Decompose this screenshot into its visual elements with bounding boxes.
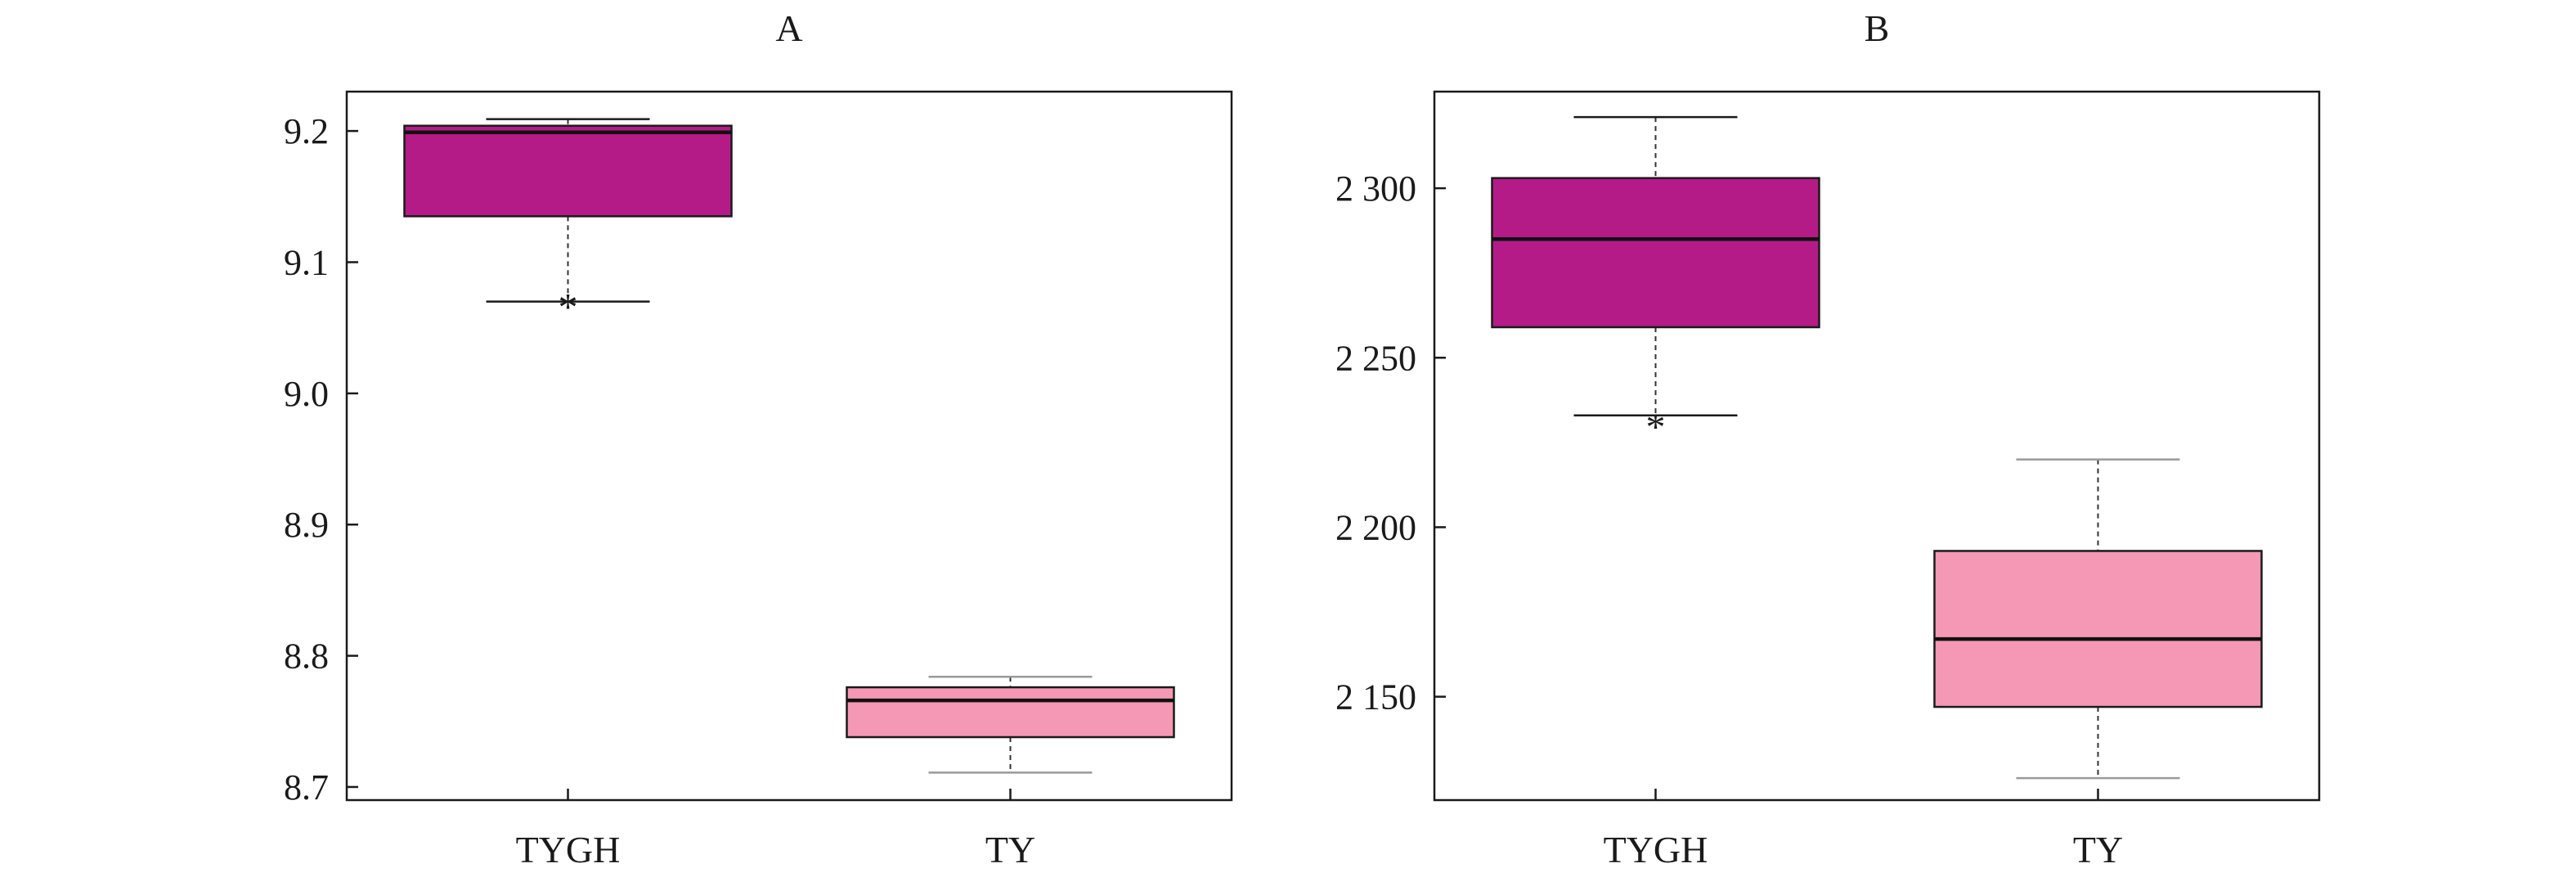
- y-tick-label: 8.7: [284, 767, 329, 807]
- plot-frame: [345, 90, 1233, 802]
- box-ty: [1933, 458, 2263, 780]
- box-iqr: [403, 124, 733, 218]
- y-tick-label: 8.9: [284, 505, 329, 545]
- box-ty: [846, 676, 1175, 774]
- outlier-marker: *: [559, 286, 578, 329]
- box-iqr: [846, 686, 1175, 739]
- chart-panel-a: A 9.2 9.1 9.0 8.9 8.8 8.7 TYGH TY *: [284, 7, 1233, 870]
- x-tick-label: TY: [2073, 829, 2123, 870]
- chart-panel-b: B 2 300 2 250 2 200 2 150 TYGH TY *: [1335, 7, 2321, 870]
- plot-frame: [1433, 90, 2321, 802]
- x-tick-label: TYGH: [516, 829, 621, 870]
- outlier-marker: *: [1646, 406, 1666, 449]
- y-tick-label: 2 200: [1335, 507, 1416, 547]
- y-tick-label: 2 250: [1335, 338, 1416, 378]
- box-iqr: [1491, 177, 1820, 329]
- x-tick-label: TYGH: [1604, 829, 1708, 870]
- y-tick-label: 9.2: [284, 111, 329, 151]
- box-tygh: *: [1491, 115, 1820, 449]
- y-tick-label: 9.0: [284, 374, 329, 414]
- y-tick-label: 2 300: [1335, 169, 1416, 209]
- panel-title: B: [1865, 7, 1890, 49]
- y-tick-label: 2 150: [1335, 677, 1416, 717]
- y-tick-label: 9.1: [284, 242, 329, 282]
- y-tick-label: 8.8: [284, 636, 329, 677]
- box-iqr: [1933, 550, 2263, 708]
- box-tygh: *: [403, 118, 733, 329]
- x-tick-label: TY: [985, 829, 1035, 870]
- panel-title: A: [775, 7, 802, 49]
